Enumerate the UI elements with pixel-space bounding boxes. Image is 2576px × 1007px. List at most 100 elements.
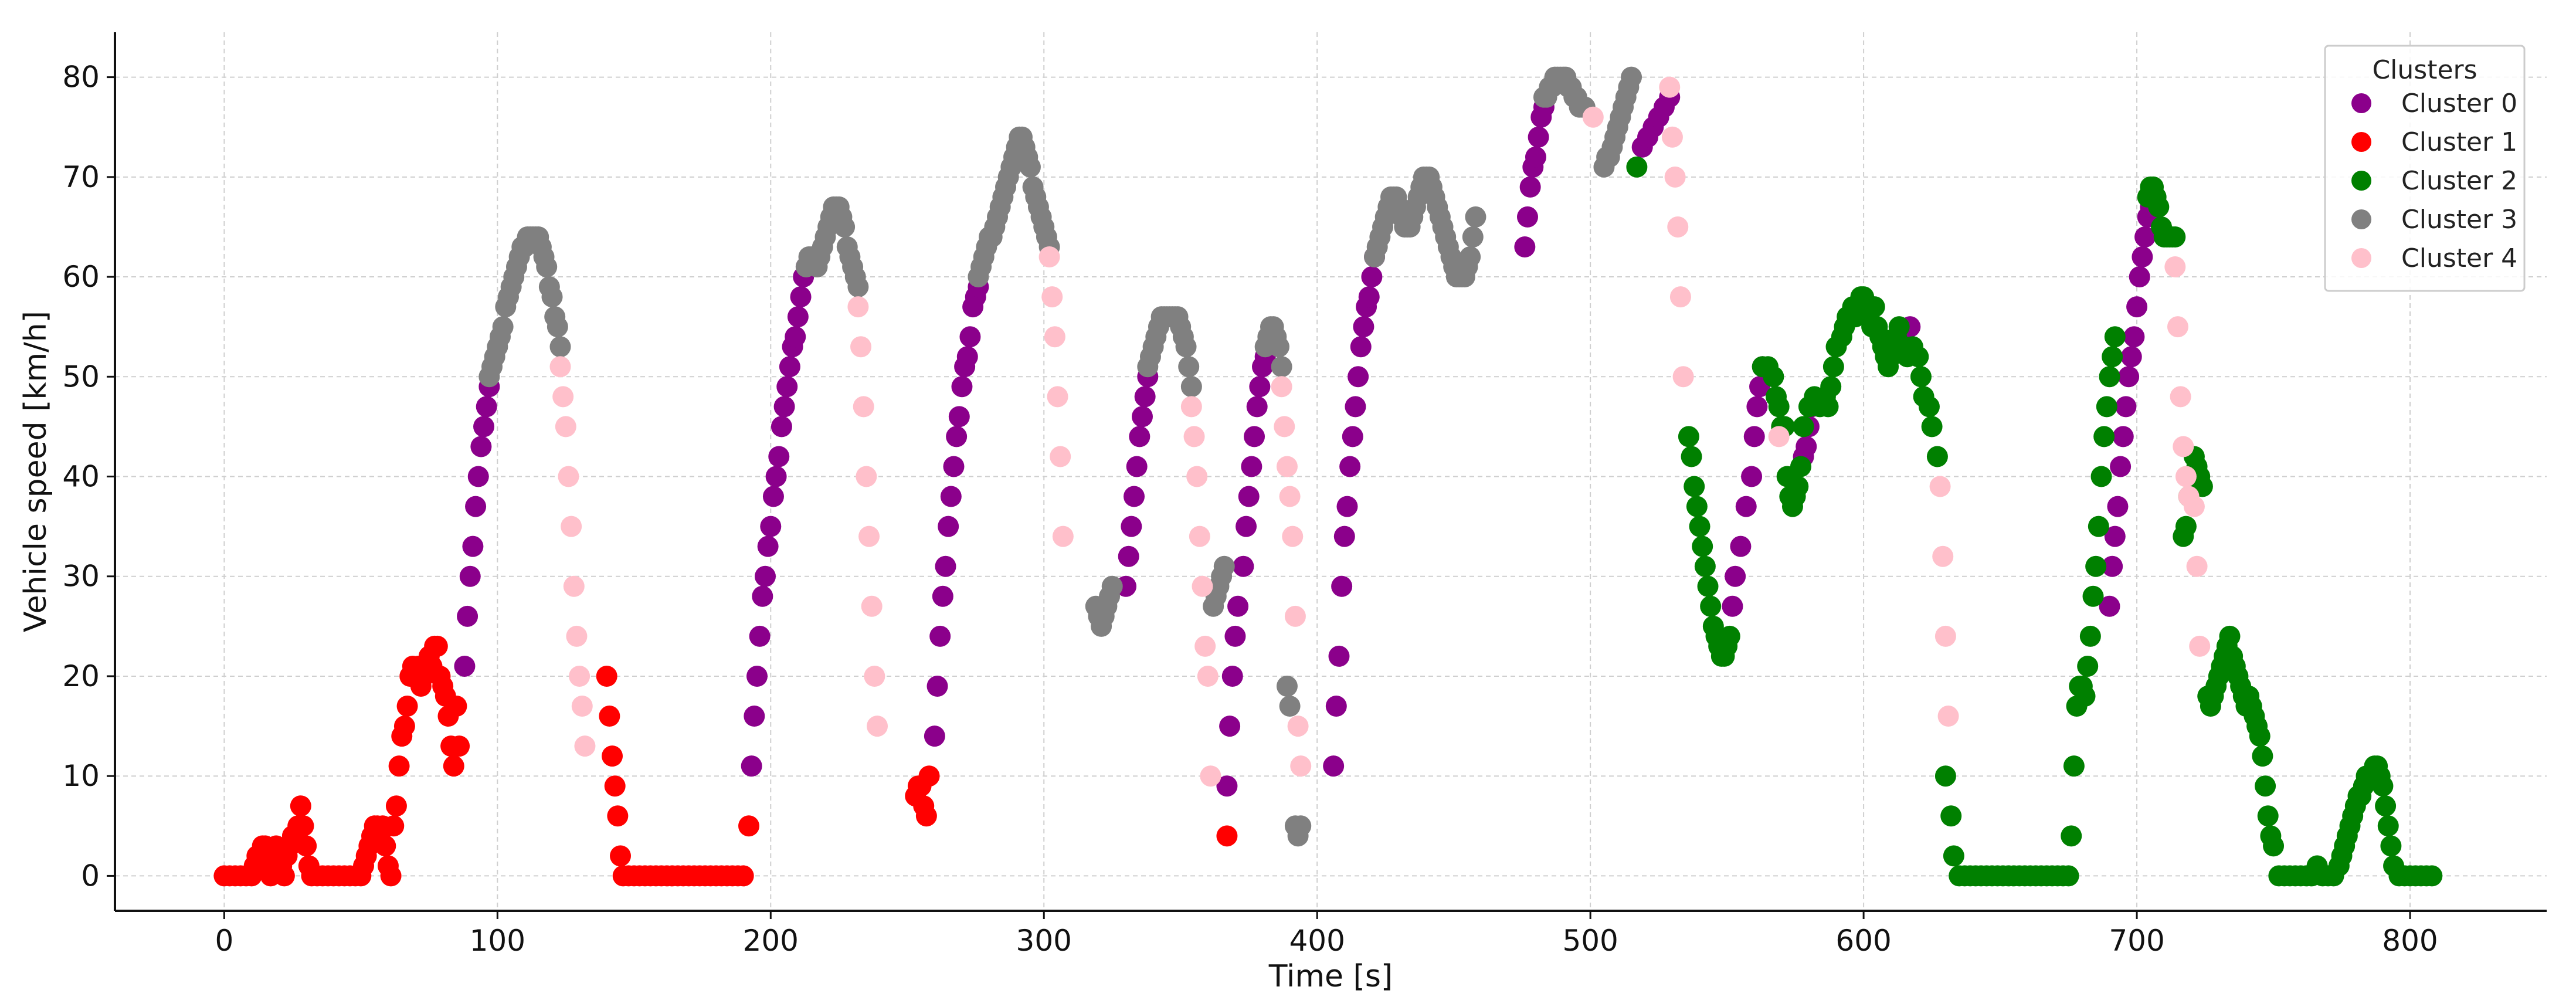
data-point <box>773 396 795 418</box>
data-point <box>1047 386 1068 408</box>
data-point <box>2129 266 2150 288</box>
data-point <box>2107 496 2129 517</box>
data-point <box>853 396 874 418</box>
data-point <box>1238 486 1260 507</box>
data-point <box>1044 326 1065 348</box>
data-point <box>1746 396 1768 418</box>
data-point <box>1038 246 1060 268</box>
data-point <box>1722 595 1743 617</box>
data-point <box>457 605 478 627</box>
data-point <box>1525 146 1546 168</box>
series-cluster-2 <box>1626 156 2443 887</box>
data-point <box>2104 326 2126 348</box>
data-point <box>1246 396 1268 418</box>
data-point <box>1192 575 1213 597</box>
data-point <box>1932 545 1954 567</box>
data-point <box>752 585 773 607</box>
data-point <box>1200 765 1221 787</box>
data-point <box>2110 456 2132 477</box>
data-point <box>1129 426 1150 447</box>
data-point <box>1244 426 1265 447</box>
data-point <box>1692 535 1713 557</box>
data-point <box>566 625 588 647</box>
data-point <box>741 755 762 777</box>
data-point <box>1787 476 1809 497</box>
data-point <box>771 416 792 438</box>
data-point <box>385 795 407 817</box>
data-point <box>1126 456 1148 477</box>
data-point <box>2249 725 2270 747</box>
data-point <box>393 716 415 737</box>
data-point <box>2074 686 2096 707</box>
x-tick-label: 300 <box>1016 924 1072 958</box>
data-point <box>1910 366 1932 388</box>
x-tick-label: 500 <box>1562 924 1618 958</box>
legend-title: Clusters <box>2372 55 2477 85</box>
data-point <box>574 735 596 757</box>
data-point <box>380 865 402 887</box>
data-point <box>1672 366 1694 388</box>
data-point <box>1323 755 1345 777</box>
data-point <box>1926 446 1948 467</box>
legend-marker <box>2351 171 2371 191</box>
data-point <box>1678 426 1699 447</box>
data-point <box>467 466 489 487</box>
x-tick-label: 100 <box>470 924 525 958</box>
data-point <box>290 795 311 817</box>
data-point <box>2219 625 2241 647</box>
data-point <box>1249 376 1271 398</box>
data-point <box>604 775 626 797</box>
data-point <box>459 565 481 587</box>
data-point <box>1921 416 1943 438</box>
x-tick-label: 0 <box>215 924 233 958</box>
data-point <box>754 565 776 587</box>
data-point <box>1350 336 1372 358</box>
data-point <box>1659 76 1681 98</box>
x-tick-label: 800 <box>2382 924 2438 958</box>
data-point <box>2421 865 2443 887</box>
data-point <box>929 625 951 647</box>
data-point <box>956 346 978 368</box>
data-point <box>1180 396 1202 418</box>
data-point <box>864 665 885 687</box>
data-point <box>2102 346 2123 368</box>
data-point <box>2186 555 2208 577</box>
data-point <box>2164 256 2186 278</box>
data-point <box>760 516 782 537</box>
data-point <box>2173 436 2194 457</box>
data-point <box>1175 336 1197 358</box>
data-point <box>1817 396 1839 418</box>
data-point <box>959 326 981 348</box>
data-point <box>1735 496 1757 517</box>
data-point <box>1719 625 1740 647</box>
data-point <box>1667 216 1689 238</box>
data-point <box>610 845 632 867</box>
data-point <box>473 416 495 438</box>
data-point <box>1621 66 1642 88</box>
y-axis-title: Vehicle speed [km/h] <box>18 311 53 632</box>
data-point <box>1908 346 1929 368</box>
series-cluster-1 <box>213 635 1238 887</box>
data-point <box>1741 466 1763 487</box>
data-point <box>2079 625 2101 647</box>
data-point <box>2255 775 2276 797</box>
data-point <box>785 326 806 348</box>
data-point <box>383 815 405 837</box>
data-point <box>1790 456 1811 477</box>
data-point <box>1689 516 1710 537</box>
data-point <box>1050 446 1071 467</box>
data-point <box>1274 416 1295 438</box>
data-point <box>1743 426 1765 447</box>
data-point <box>1937 706 1959 727</box>
data-point <box>749 625 771 647</box>
data-points <box>213 66 2443 887</box>
data-point <box>2082 585 2104 607</box>
data-point <box>768 446 790 467</box>
data-point <box>765 466 787 487</box>
data-point <box>2167 316 2188 338</box>
data-point <box>790 286 812 308</box>
data-point <box>1328 645 1350 667</box>
legend-entries: Cluster 0 Cluster 1 Cluster 2 Cluster 3 Clus… <box>2351 89 2517 273</box>
series-cluster-4 <box>549 76 2211 787</box>
